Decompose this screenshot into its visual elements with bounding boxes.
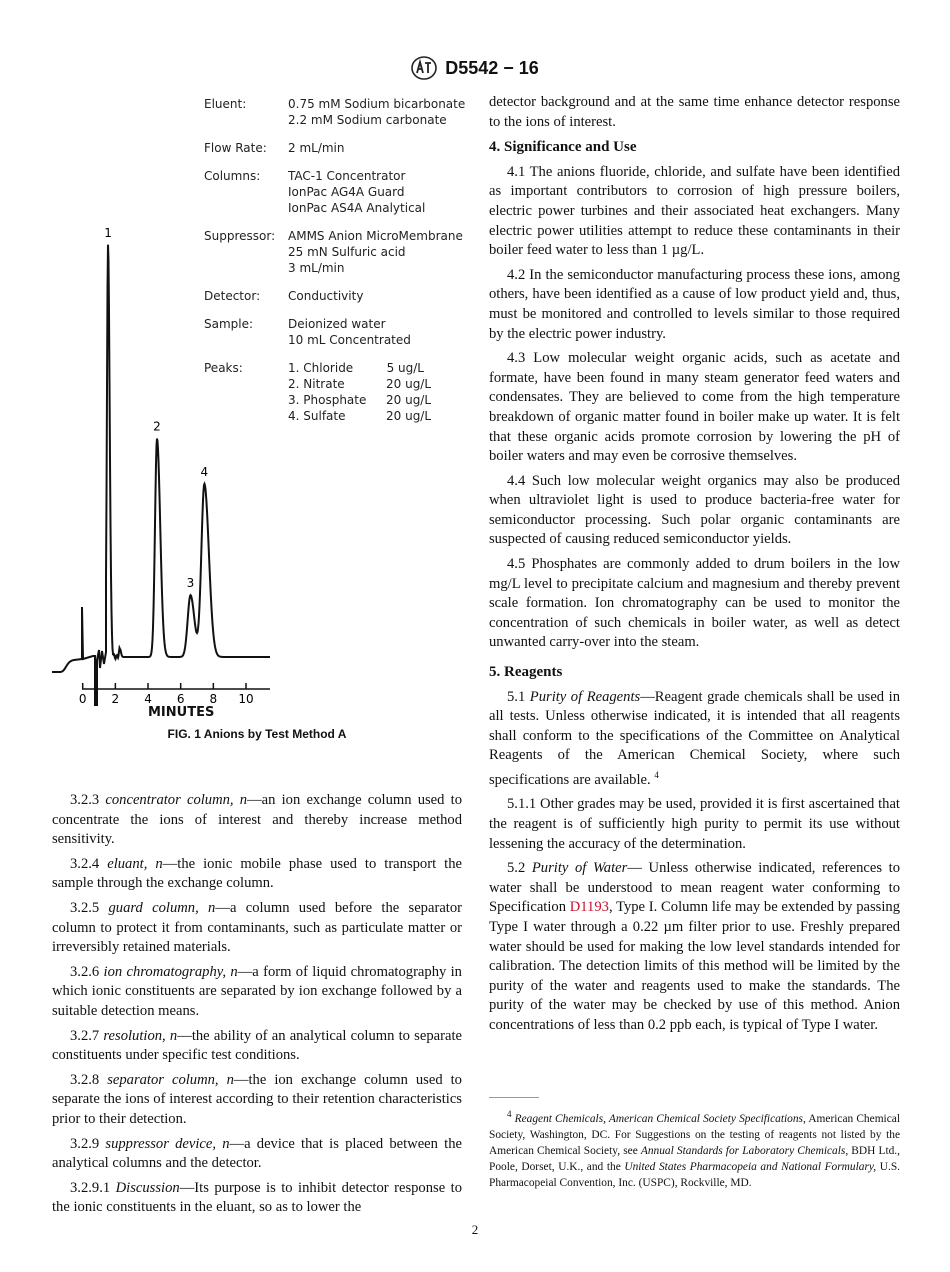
legend-row: Suppressor: AMMS Anion MicroMembrane 25 mN… [204, 228, 465, 276]
para-4-4: 4.4 Such low molecular weight organics m… [489, 472, 900, 548]
legend-label: Flow Rate: [204, 141, 267, 155]
para-4-2: 4.2 In the semiconductor manufacturing p… [489, 266, 900, 342]
d1193-link[interactable]: D1193 [569, 899, 609, 916]
footnote-ref[interactable]: 4 [654, 770, 659, 780]
legend-value: 2.2 mM Sodium carbonate [288, 113, 447, 127]
legend-values: Deionized water 10 mL Concentrated [288, 316, 411, 348]
page-header: D5542 − 16 [0, 56, 950, 80]
para-5-1: 5.1 Purity of Reagents—Reagent grade che… [489, 688, 900, 788]
x-axis-label: MINUTES [148, 705, 215, 720]
legend-value: 0.75 mM Sodium bicarbonate [288, 97, 466, 111]
legend-values: TAC-1 Concentrator IonPac AG4A Guard IonPa… [288, 168, 425, 216]
peak-entry: 4. Sulfate 20 ug/L [288, 409, 432, 423]
legend-row: Sample: Deionized water 10 mL Concentrated [204, 316, 465, 348]
legend-label: Eluent: [204, 97, 247, 111]
peak-label: 2 [153, 420, 161, 434]
x-tick-label: 10 [238, 692, 253, 706]
para-4-3: 4.3 Low molecular weight organic acids, … [489, 350, 900, 465]
left-column: 3.2.3 concentrator column, n—an ion exch… [52, 791, 462, 1223]
x-tick-label: 8 [210, 692, 218, 706]
legend-value: 3 mL/min [288, 261, 345, 275]
x-tick-label: 4 [144, 692, 152, 706]
para-4-1: 4.1 The anions fluoride, chloride, and s… [489, 163, 900, 259]
legend-values: Conductivity [288, 288, 363, 304]
section-5-heading: 5. Reagents [489, 664, 563, 681]
legend-label: Columns: [204, 169, 261, 183]
right-column: detector background and at the same time… [489, 93, 900, 1041]
legend-row: Eluent: 0.75 mM Sodium bicarbonate 2.2 mM … [204, 96, 465, 128]
footnote-divider [489, 1097, 539, 1098]
peak-entry: 1. Chloride 5 ug/L [288, 361, 424, 375]
legend-value: 10 mL Concentrated [288, 333, 411, 347]
x-tick-label: 6 [177, 692, 185, 706]
para-5-2: 5.2 Purity of Water— Unless otherwise in… [489, 860, 900, 1033]
definition-3-2-4: 3.2.4 eluant, n—the ionic mobile phase u… [52, 855, 462, 892]
definition-3-2-5: 3.2.5 guard column, n—a column used befo… [52, 899, 463, 956]
para-5-1-1: 5.1.1 Other grades may be used, provided… [489, 796, 900, 852]
legend-value: AMMS Anion MicroMembrane [288, 229, 463, 243]
legend-row: Detector: Conductivity [204, 288, 465, 304]
figure-legend: Eluent: 0.75 mM Sodium bicarbonate 2.2 mM … [204, 96, 465, 436]
legend-value: 2 mL/min [288, 141, 345, 155]
legend-label: Detector: [204, 289, 261, 303]
legend-value: Conductivity [288, 289, 364, 303]
legend-value: IonPac AS4A Analytical [288, 201, 426, 215]
definition-3-2-9-1: 3.2.9.1 Discussion—Its purpose is to inh… [52, 1179, 462, 1216]
definition-3-2-9: 3.2.9 suppressor device, n—a device that… [52, 1135, 462, 1172]
legend-label: Sample: [204, 317, 254, 331]
peak-entry: 2. Nitrate 20 ug/L [288, 377, 432, 391]
legend-values: AMMS Anion MicroMembrane 25 mN Sulfuric a… [288, 228, 463, 276]
legend-value: 25 mN Sulfuric acid [288, 245, 406, 259]
legend-value: IonPac AG4A Guard [288, 185, 405, 199]
continuation-text: detector background and at the same time… [489, 94, 900, 130]
para-4-5: 4.5 Phosphates are commonly added to dru… [489, 556, 900, 651]
page-number: 2 [471, 1222, 479, 1237]
legend-values: 2 mL/min [288, 140, 345, 156]
definition-3-2-6: 3.2.6 ion chromatography, n—a form of li… [52, 963, 462, 1019]
peak-label: 3 [187, 576, 195, 590]
legend-value: Deionized water [288, 317, 386, 331]
footnote: 4 Reagent Chemicals, American Chemical S… [489, 1109, 901, 1189]
section-4-heading: 4. Significance and Use [489, 139, 637, 156]
x-tick-label: 0 [79, 692, 87, 706]
x-tick-label: 2 [112, 692, 120, 706]
definition-3-2-7: 3.2.7 resolution, n—the ability of an an… [52, 1027, 462, 1064]
definition-3-2-3: 3.2.3 concentrator column, n—an ion exch… [52, 792, 462, 848]
legend-label: Suppressor: [204, 229, 276, 243]
legend-row: Flow Rate: 2 mL/min [204, 140, 465, 156]
astm-logo-icon [411, 56, 438, 80]
peak-label: 4 [201, 465, 209, 479]
peak-entry: 3. Phosphate 20 ug/L [288, 393, 432, 407]
legend-values: 0.75 mM Sodium bicarbonate 2.2 mM Sodium … [288, 96, 465, 128]
legend-label: Peaks: [204, 361, 243, 375]
definition-3-2-8: 3.2.8 separator column, n—the ion exchan… [52, 1071, 462, 1127]
chromatogram-trace [52, 244, 270, 706]
legend-value: TAC-1 Concentrator [288, 169, 406, 183]
legend-row: Columns: TAC-1 Concentrator IonPac AG4A Gu… [204, 168, 465, 216]
figure-caption: FIG. 1 Anions by Test Method A [167, 727, 347, 741]
legend-peaks: Peaks: 1. Chloride 5 ug/L 2. Nitrate 20 ug/L… [204, 360, 465, 424]
peak-label: 1 [104, 226, 112, 240]
designation: D5542 − 16 [445, 57, 539, 78]
x-axis: 0 2 4 6 8 10 [79, 683, 270, 706]
